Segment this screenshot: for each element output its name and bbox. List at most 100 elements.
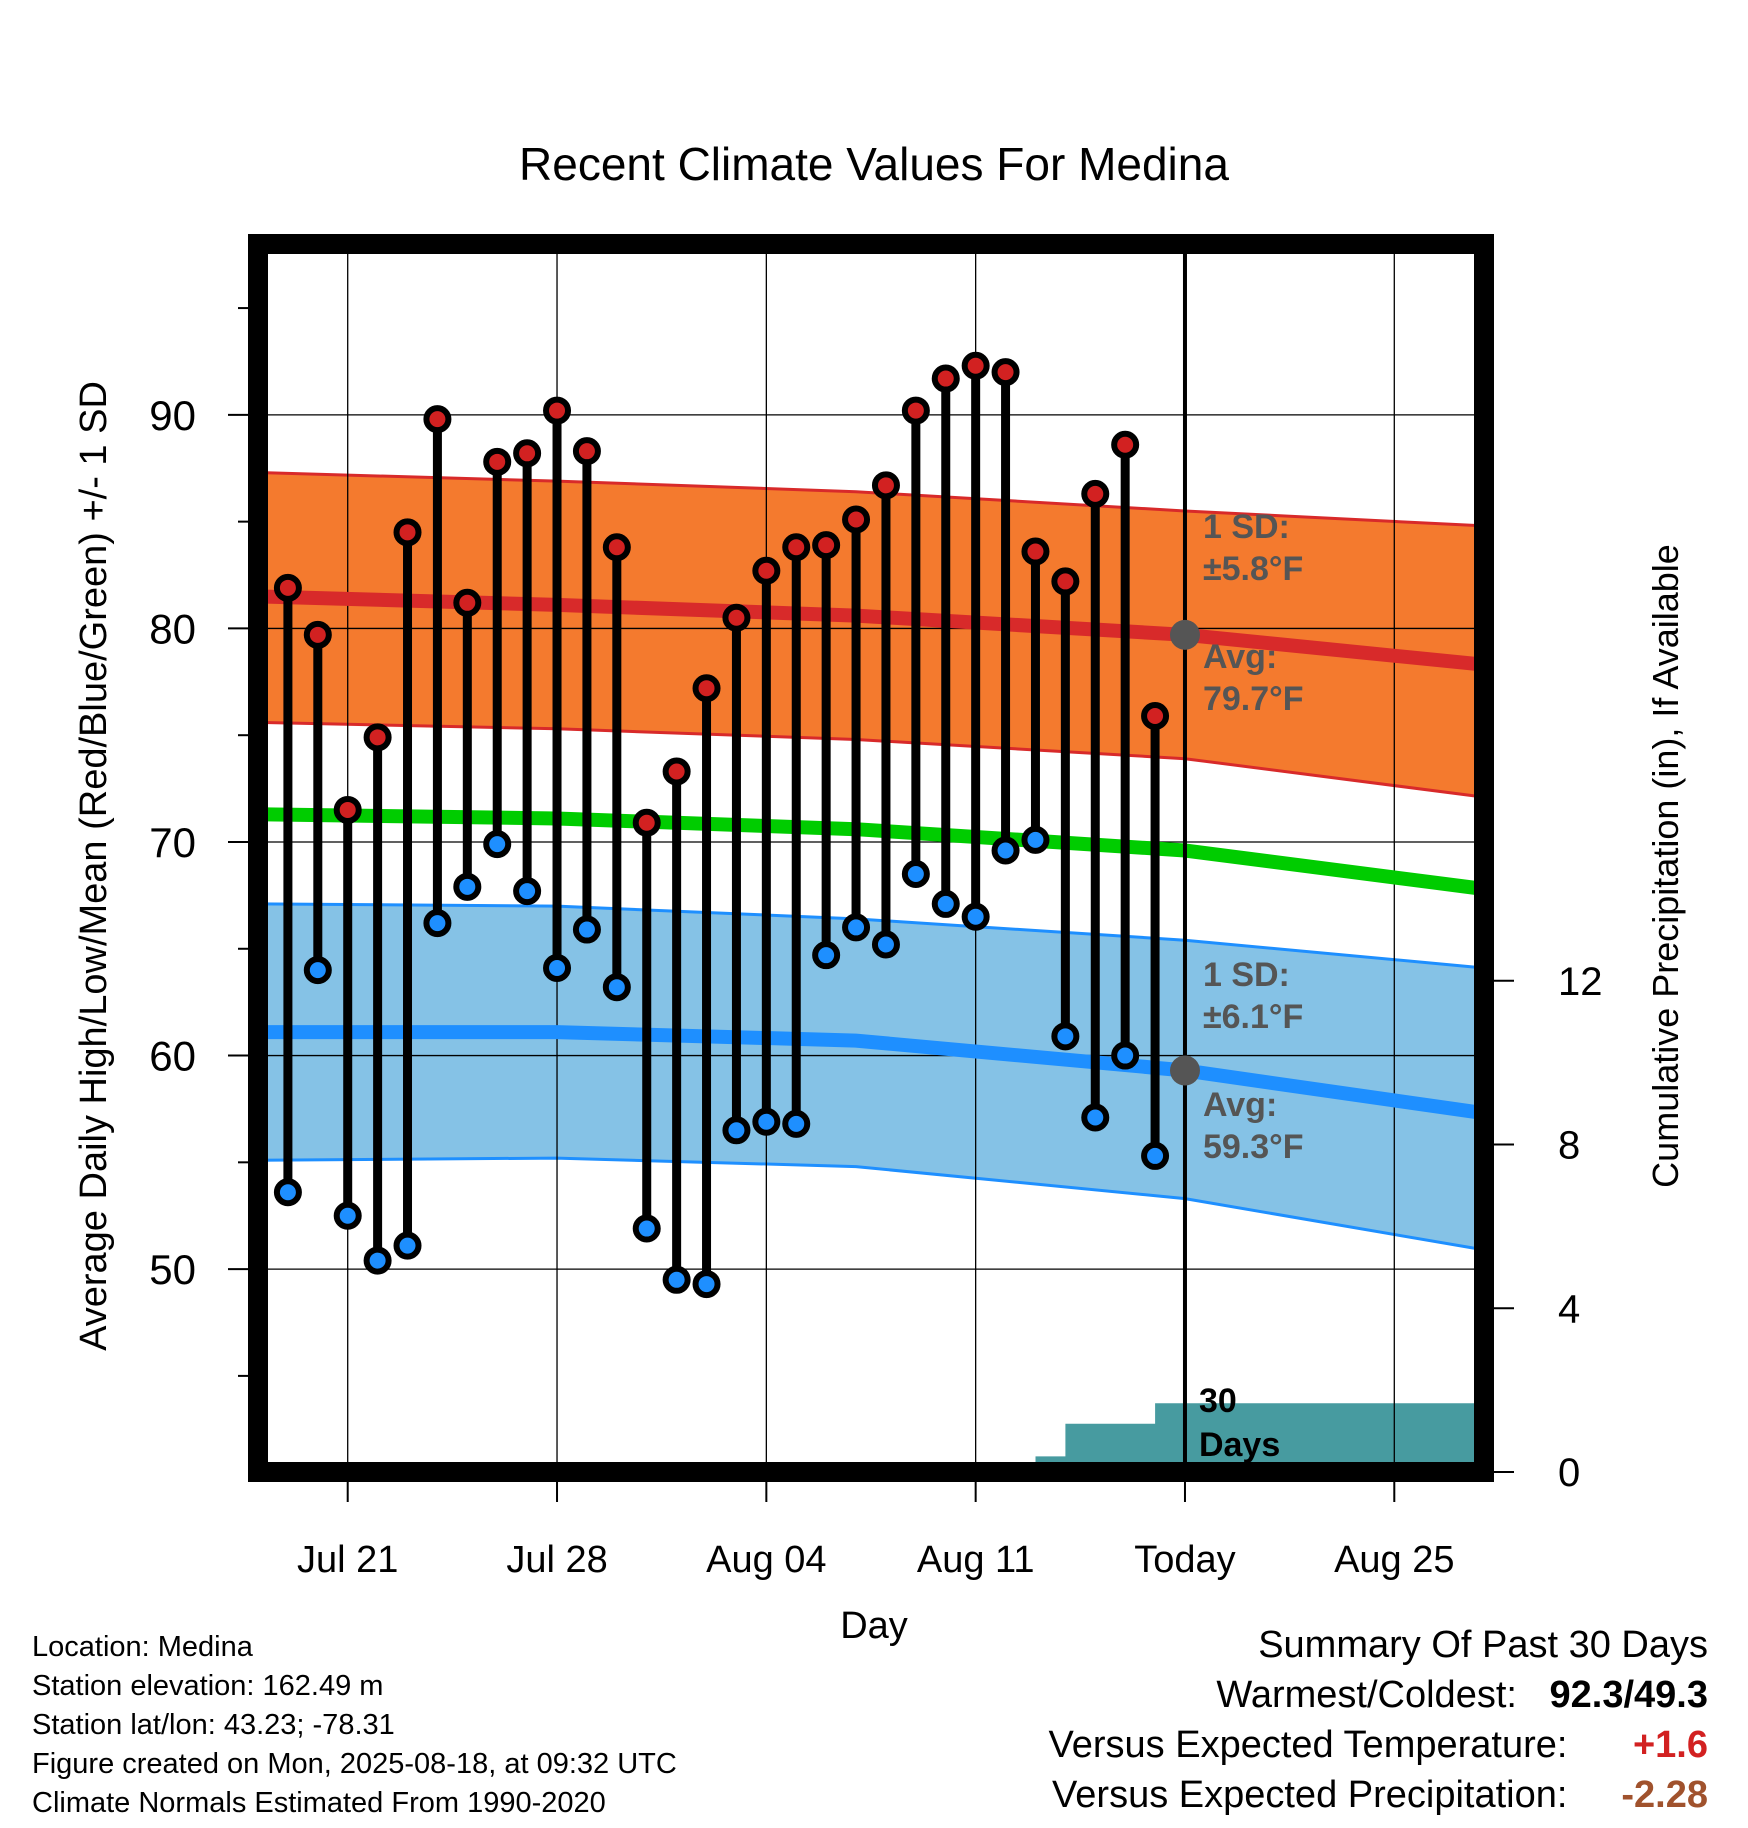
daily-high-point [393, 518, 422, 547]
daily-high-point [1111, 430, 1140, 459]
daily-low-point [543, 953, 572, 982]
summary-precip-label: Versus Expected Precipitation: [1052, 1774, 1568, 1816]
daily-high-point [632, 808, 661, 837]
daily-high-point [273, 573, 302, 602]
daily-low-point [662, 1265, 691, 1294]
info-created: Figure created on Mon, 2025-08-18, at 09… [32, 1748, 677, 1780]
daily-low-point [393, 1231, 422, 1260]
daily-high-point [871, 471, 900, 500]
daily-low-point [961, 902, 990, 931]
x-tick-label: Jul 28 [506, 1539, 607, 1581]
summary-precip-row: Versus Expected Precipitation: -2.28 [1049, 1770, 1708, 1820]
daily-low-point [513, 877, 542, 906]
daily-low-point [1051, 1022, 1080, 1051]
daily-high-point [812, 531, 841, 560]
station-info: Location: Medina Station elevation: 162.… [32, 1628, 677, 1823]
daily-low-point [782, 1109, 811, 1138]
daily-low-point [273, 1178, 302, 1207]
daily-low-point [632, 1214, 661, 1243]
low-sd-label: 1 SD: [1203, 956, 1290, 994]
y-tick-label: 50 [149, 1246, 196, 1293]
y-tick-label: 60 [149, 1033, 196, 1080]
high-sd-label: 1 SD: [1203, 508, 1290, 546]
plot-area: 1 SD: ±5.8°F Avg: 79.7°F 1 SD: ±6.1°F Avg: 59.3… [149, 234, 1603, 1581]
daily-high-point [991, 358, 1020, 387]
low-avg-value: 59.3°F [1203, 1128, 1304, 1166]
y2-tick-label: 4 [1558, 1287, 1580, 1331]
x-axis-label: Day [840, 1605, 908, 1647]
daily-high-point [722, 603, 751, 632]
y2-tick-label: 0 [1558, 1451, 1580, 1495]
daily-high-point [602, 533, 631, 562]
high-avg-label: Avg: [1203, 638, 1277, 676]
daily-high-point [752, 556, 781, 585]
daily-high-point [782, 533, 811, 562]
summary-precip-value: -2.28 [1621, 1774, 1708, 1816]
summary-panel: Summary Of Past 30 Days Warmest/Coldest:… [1049, 1620, 1708, 1820]
daily-high-point [1021, 537, 1050, 566]
daily-low-point [871, 930, 900, 959]
precipitation-area [258, 1403, 1484, 1472]
daily-high-point [572, 437, 601, 466]
daily-high-point [931, 364, 960, 393]
daily-high-point [692, 674, 721, 703]
daily-high-point [662, 757, 691, 786]
daily-low-point [692, 1270, 721, 1299]
x-tick-label: Today [1134, 1539, 1235, 1581]
daily-high-point [513, 439, 542, 468]
info-location: Location: Medina [32, 1631, 253, 1663]
daily-high-point [961, 351, 990, 380]
summary-temp-value: +1.6 [1632, 1724, 1708, 1766]
x-tick-label: Aug 11 [917, 1539, 1035, 1581]
daily-high-point [483, 447, 512, 476]
precip-days-label-text: Days [1199, 1426, 1280, 1464]
summary-warmest-row: Warmest/Coldest: 92.3/49.3 [1049, 1670, 1708, 1720]
today-low-avg-dot [1169, 1055, 1200, 1086]
precip-days-label-number: 30 [1199, 1382, 1237, 1420]
y-axis-label: Average Daily High/Low/Mean (Red/Blue/Gr… [73, 381, 115, 1351]
daily-low-point [363, 1246, 392, 1275]
low-sd-band [258, 903, 1484, 1250]
daily-low-point [1081, 1103, 1110, 1132]
today-high-avg-dot [1169, 619, 1200, 650]
daily-high-point [1141, 701, 1170, 730]
summary-warm-label: Warmest/Coldest: [1216, 1674, 1517, 1716]
daily-low-point [1021, 825, 1050, 854]
x-tick-label: Aug 04 [706, 1539, 826, 1581]
daily-high-point [423, 405, 452, 434]
summary-title: Summary Of Past 30 Days [1258, 1624, 1708, 1666]
high-sd-band [258, 472, 1484, 798]
low-sd-value: ±6.1°F [1203, 998, 1303, 1036]
daily-low-point [1141, 1141, 1170, 1170]
chart-title: Recent Climate Values For Medina [519, 138, 1229, 190]
daily-low-point [333, 1201, 362, 1230]
daily-high-point [453, 588, 482, 617]
summary-warm-value: 92.3/49.3 [1549, 1674, 1708, 1716]
daily-high-point [1051, 567, 1080, 596]
y2-tick-label: 12 [1558, 960, 1603, 1004]
daily-high-point [1081, 479, 1110, 508]
daily-high-point [333, 795, 362, 824]
daily-high-point [842, 505, 871, 534]
daily-low-point [602, 973, 631, 1002]
daily-high-point [363, 723, 392, 752]
low-average-line [258, 1025, 1485, 1121]
y2-tick-label: 8 [1558, 1124, 1580, 1168]
daily-low-point [752, 1107, 781, 1136]
high-sd-value: ±5.8°F [1203, 550, 1303, 588]
y2-axis-label: Cumulative Precipitation (in), If Availa… [1645, 544, 1686, 1188]
y-tick-label: 70 [149, 819, 196, 866]
info-elevation: Station elevation: 162.49 m [32, 1670, 384, 1702]
daily-low-point [722, 1116, 751, 1145]
x-tick-label: Aug 25 [1334, 1539, 1454, 1581]
low-sd-lower-edge [257, 1156, 1485, 1252]
plot-frame [248, 234, 1494, 1482]
daily-high-point [303, 620, 332, 649]
y-tick-label: 80 [149, 605, 196, 652]
low-avg-label: Avg: [1203, 1086, 1277, 1124]
info-normals: Climate Normals Estimated From 1990-2020 [32, 1787, 606, 1819]
daily-low-point [1111, 1041, 1140, 1070]
daily-low-point [931, 889, 960, 918]
info-latlon: Station lat/lon: 43.23; -78.31 [32, 1709, 395, 1741]
